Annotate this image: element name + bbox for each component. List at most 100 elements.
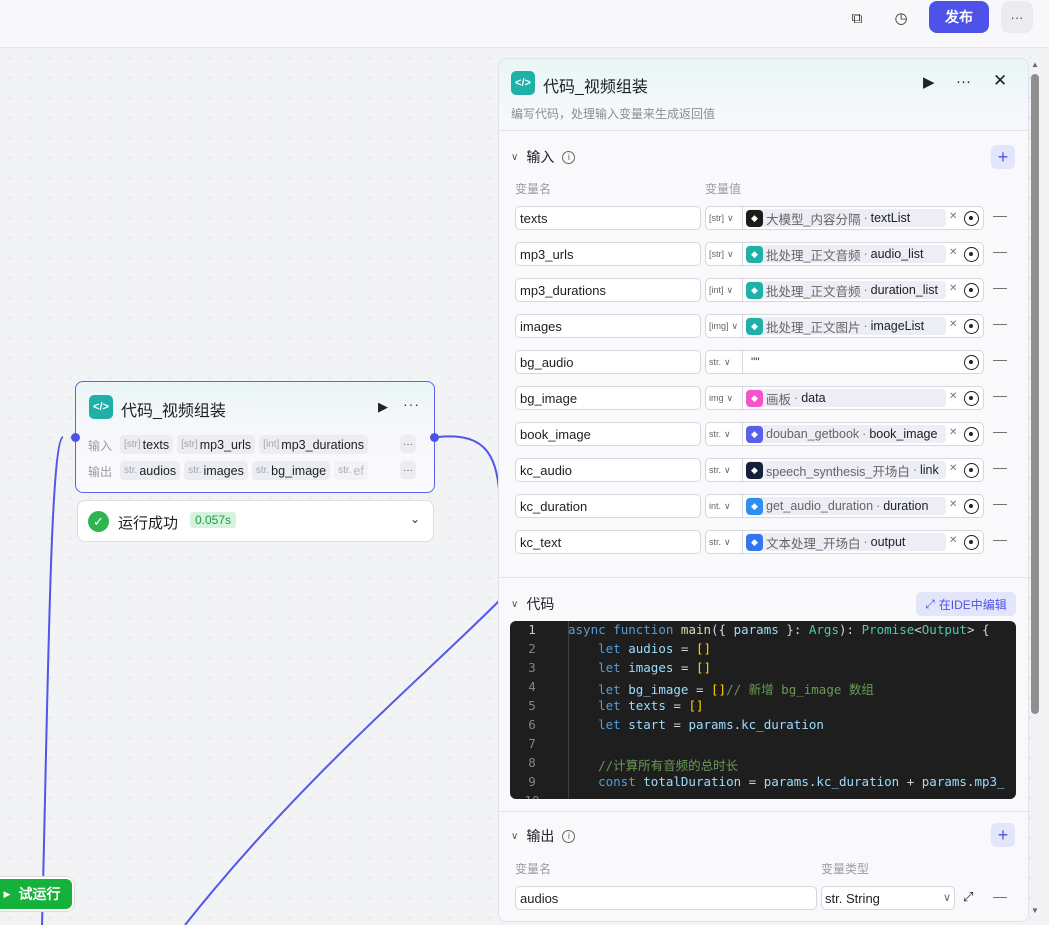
value-type-select[interactable]: str. ∨ [706, 351, 743, 373]
more-icon[interactable]: ··· [956, 73, 971, 90]
clear-icon[interactable]: ✕ [949, 283, 958, 294]
clear-icon[interactable]: ✕ [949, 463, 958, 474]
clear-icon[interactable]: ✕ [949, 391, 958, 402]
remove-input-button[interactable]: — [993, 495, 1007, 511]
clear-icon[interactable]: ✕ [949, 499, 958, 510]
code-line[interactable]: 10 [510, 793, 1016, 799]
variable-reference[interactable]: ◆ 批处理_正文音频 · duration_list [746, 281, 946, 299]
clear-icon[interactable]: ✕ [949, 319, 958, 330]
variable-picker-icon[interactable] [964, 319, 979, 334]
value-type-select[interactable]: int. ∨ [706, 495, 743, 517]
input-handle[interactable] [71, 433, 80, 442]
output-handle[interactable] [430, 433, 439, 442]
value-type-select[interactable]: [img] ∨ [706, 315, 743, 337]
clear-icon[interactable]: ✕ [949, 211, 958, 222]
value-type-select[interactable]: str. ∨ [706, 459, 743, 481]
more-icon[interactable]: ··· [403, 396, 420, 412]
variable-picker-icon[interactable] [964, 427, 979, 442]
variable-picker-icon[interactable] [964, 499, 979, 514]
remove-input-button[interactable]: — [993, 531, 1007, 547]
panel-scrollbar[interactable]: ▲ ▼ [1030, 58, 1040, 920]
literal-value[interactable]: "" [751, 355, 760, 369]
code-line[interactable]: 6 let start = params.kc_duration [510, 717, 1016, 736]
remove-input-button[interactable]: — [993, 315, 1007, 331]
add-input-button[interactable]: + [991, 145, 1015, 169]
more-outputs-button[interactable]: ··· [400, 461, 416, 479]
variable-picker-icon[interactable] [964, 247, 979, 262]
variable-reference[interactable]: ◆ 批处理_正文图片 · imageList [746, 317, 946, 335]
code-line[interactable]: 3 let images = [] [510, 660, 1016, 679]
variable-name-input[interactable]: mp3_durations [515, 278, 701, 302]
copy-icon[interactable]: ⧉ [851, 9, 863, 27]
remove-input-button[interactable]: — [993, 207, 1007, 223]
more-inputs-button[interactable]: ··· [400, 435, 416, 453]
remove-input-button[interactable]: — [993, 459, 1007, 475]
code-editor[interactable]: 1 async function main({ params }: Args): … [510, 621, 1016, 799]
value-type-select[interactable]: [int] ∨ [706, 279, 743, 301]
code-section-header[interactable]: ∨ 代码 [511, 594, 554, 614]
variable-name-input[interactable]: mp3_urls [515, 242, 701, 266]
scrollbar-thumb[interactable] [1031, 74, 1039, 714]
output-type-select[interactable]: str. String ∨ [821, 886, 955, 910]
variable-name-input[interactable]: kc_duration [515, 494, 701, 518]
remove-input-button[interactable]: — [993, 351, 1007, 367]
code-line[interactable]: 9 const totalDuration = params.kc_durati… [510, 774, 1016, 793]
code-line[interactable]: 2 let audios = [] [510, 641, 1016, 660]
trial-run-button[interactable]: ▶ 试运行 [0, 877, 74, 911]
input-section-header[interactable]: ∨ 输入 i [511, 147, 576, 167]
variable-reference[interactable]: ◆ get_audio_duration · duration [746, 497, 946, 515]
info-icon[interactable]: i [562, 829, 576, 843]
more-icon[interactable]: ··· [1001, 1, 1033, 33]
clear-icon[interactable]: ✕ [949, 535, 958, 546]
value-type-select[interactable]: str. ∨ [706, 531, 743, 553]
clear-icon[interactable]: ✕ [949, 427, 958, 438]
play-icon[interactable]: ▶ [923, 74, 935, 91]
code-line[interactable]: 1 async function main({ params }: Args): … [510, 622, 1016, 641]
scroll-down-icon[interactable]: ▼ [1031, 906, 1039, 915]
scroll-up-icon[interactable]: ▲ [1031, 60, 1039, 69]
value-type-select[interactable]: [str] ∨ [706, 207, 743, 229]
code-line[interactable]: 8 //计算所有音频的总时长 [510, 755, 1016, 774]
variable-picker-icon[interactable] [964, 535, 979, 550]
clear-icon[interactable]: ✕ [949, 247, 958, 258]
variable-reference[interactable]: ◆ 大模型_内容分隔 · textList [746, 209, 946, 227]
variable-picker-icon[interactable] [964, 283, 979, 298]
remove-output-button[interactable]: — [993, 888, 1007, 904]
variable-reference[interactable]: ◆ 画板 · data [746, 389, 946, 407]
code-line[interactable]: 4 let bg_image = []// 新增 bg_image 数组 [510, 679, 1016, 698]
publish-button[interactable]: 发布 [929, 1, 989, 33]
chevron-down-icon[interactable]: ⌄ [410, 512, 421, 526]
run-status[interactable]: ✓ 运行成功 0.057s ⌄ [77, 500, 434, 542]
variable-picker-icon[interactable] [964, 355, 979, 370]
remove-input-button[interactable]: — [993, 423, 1007, 439]
variable-name-input[interactable]: bg_image [515, 386, 701, 410]
variable-name-input[interactable]: bg_audio [515, 350, 701, 374]
variable-reference[interactable]: ◆ douban_getbook · book_image [746, 425, 946, 443]
code-node[interactable]: </> 代码_视频组装 ▶ ··· 输入 [str] texts [str] mp3… [75, 381, 435, 493]
variable-picker-icon[interactable] [964, 463, 979, 478]
output-name-input[interactable]: audios [515, 886, 817, 910]
value-type-select[interactable]: str. ∨ [706, 423, 743, 445]
variable-name-input[interactable]: kc_audio [515, 458, 701, 482]
variable-name-input[interactable]: images [515, 314, 701, 338]
variable-reference[interactable]: ◆ 文本处理_开场白 · output [746, 533, 946, 551]
value-type-select[interactable]: img ∨ [706, 387, 743, 409]
code-line[interactable]: 7 [510, 736, 1016, 755]
variable-name-input[interactable]: kc_text [515, 530, 701, 554]
remove-input-button[interactable]: — [993, 279, 1007, 295]
variable-reference[interactable]: ◆ speech_synthesis_开场白 · link [746, 461, 946, 479]
code-line[interactable]: 5 let texts = [] [510, 698, 1016, 717]
edit-in-ide-button[interactable]: ⤢ 在IDE中编辑 [916, 592, 1016, 616]
output-section-header[interactable]: ∨ 输出 i [511, 826, 576, 846]
history-icon[interactable]: ◷ [894, 10, 908, 27]
remove-input-button[interactable]: — [993, 387, 1007, 403]
variable-name-input[interactable]: texts [515, 206, 701, 230]
variable-picker-icon[interactable] [964, 391, 979, 406]
info-icon[interactable]: i [562, 150, 576, 164]
play-icon[interactable]: ▶ [378, 399, 388, 414]
add-output-button[interactable]: + [991, 823, 1015, 847]
variable-name-input[interactable]: book_image [515, 422, 701, 446]
expand-icon[interactable]: ⤢ [963, 889, 974, 904]
value-type-select[interactable]: [str] ∨ [706, 243, 743, 265]
remove-input-button[interactable]: — [993, 243, 1007, 259]
